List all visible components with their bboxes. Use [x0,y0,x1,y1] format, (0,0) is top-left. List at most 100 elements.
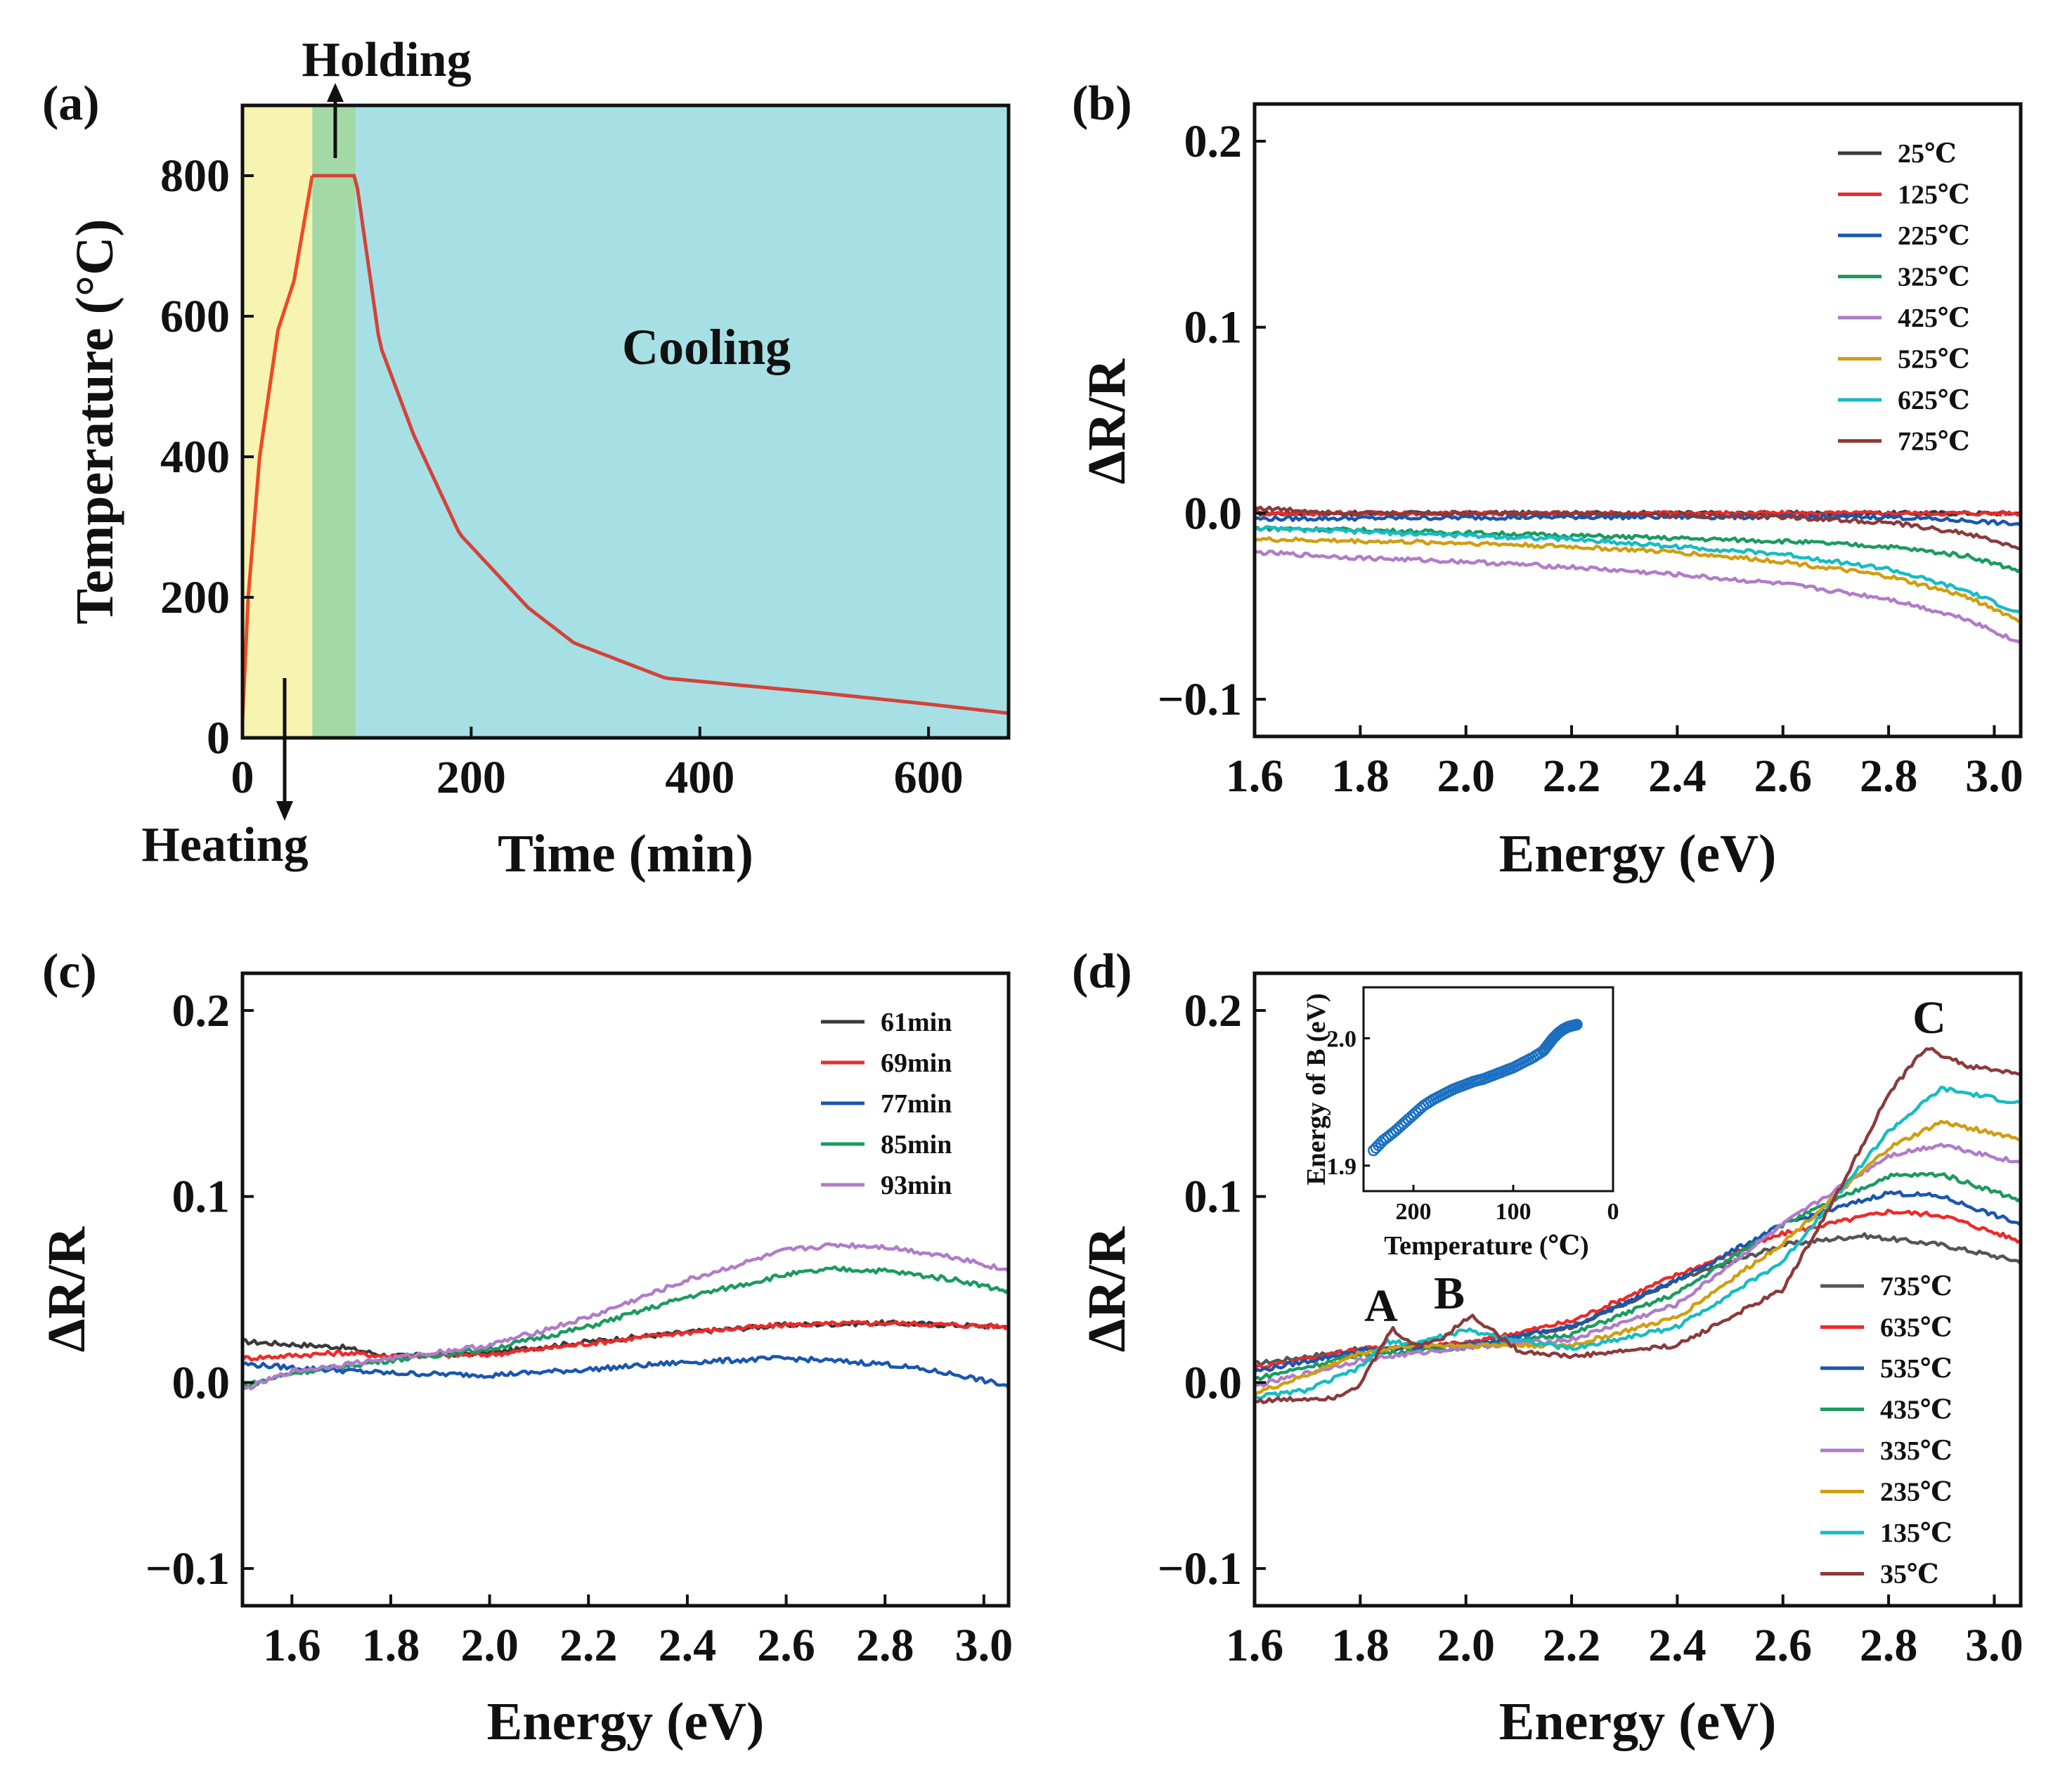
a-ytick-label: 200 [160,572,230,623]
d-xtick-label: 2.4 [1648,1620,1707,1671]
b-xtick-label: 3.0 [1965,751,2024,802]
c-xtick-label: 1.8 [362,1620,420,1671]
x-axis-label-c: Energy (eV) [487,1692,765,1751]
inset-point [1571,1018,1583,1031]
d-xtick-label: 3.0 [1965,1620,2024,1671]
b-xtick-label: 2.8 [1860,751,1918,802]
legend-c: 61min 69min 77min 85min 93min [821,1008,952,1200]
c-ytick-label: −0.1 [145,1543,230,1594]
b-legend-label: 625℃ [1898,386,1970,415]
inset-x-label: Temperature (℃) [1384,1231,1588,1261]
phase-regions [242,105,1009,738]
inset-ticks: 200 100 0 1.9 2.0 [1327,1027,1619,1226]
inset-y-label: Energy of B (eV) [1302,993,1331,1185]
c-xtick-label: 2.8 [856,1620,914,1671]
b-xtick-label: 2.2 [1543,751,1601,802]
b-ytick-label: −0.1 [1158,674,1242,725]
b-series-725℃ [1254,505,2021,551]
legend-d: 735℃ 635℃ 535℃ 435℃ 335℃ 235℃ 135℃ 35℃ [1820,1272,1953,1590]
c-ytick-label: 0.2 [172,985,231,1037]
c-legend-label: 93min [881,1171,952,1200]
b-legend-label: 225℃ [1898,221,1970,251]
a-xtick-label: 200 [436,752,506,803]
y-axis-label-b: ΔR/R [1077,358,1137,485]
a-xtick-label: 0 [231,752,254,803]
d-legend-label: 235℃ [1880,1478,1953,1507]
c-xtick-label: 2.2 [559,1620,618,1671]
inset-xtick-label: 200 [1396,1199,1432,1225]
d-legend-label: 135℃ [1880,1519,1953,1548]
plot-frame-b [1252,102,2023,739]
peak-label-a: A [1364,1280,1398,1332]
d-legend-label: 435℃ [1880,1396,1953,1425]
peak-label-b: B [1434,1268,1465,1319]
axis-ticks-b: 1.6 1.8 2.0 2.2 2.4 2.6 2.8 3.0 −0.1 0.0 0.1 0.2 [1158,116,2024,802]
c-series-93min [242,1242,1010,1391]
legend-b: 25℃ 125℃ 225℃ 325℃ 425℃ 525℃ 625℃ 725℃ [1838,139,1970,457]
b-legend-label: 425℃ [1898,304,1970,333]
b-series-625℃ [1254,525,2022,614]
x-axis-label-a: Time (min) [498,824,753,883]
d-legend-label: 735℃ [1880,1272,1953,1301]
b-legend-label: 125℃ [1898,181,1970,210]
c-series-85min [242,1265,1010,1389]
axis-ticks-c: 1.6 1.8 2.0 2.2 2.4 2.6 2.8 3.0 −0.1 0.0 0.1 0.2 [145,985,1013,1671]
panel-a: (a) 0 200 400 600 0 200 400 600 800 Temperature … [42,33,1011,883]
b-series-325℃ [1254,525,2022,573]
panel-c: (c) 1.6 1.8 2.0 2.2 2.4 2.6 2.8 3.0 −0.1 0.0 0.1 0.… [37,944,1013,1751]
panel-label-b: (b) [1072,77,1132,131]
heating-arrow-head [276,801,293,821]
d-legend-label: 335℃ [1880,1436,1953,1466]
b-xtick-label: 2.6 [1754,751,1812,802]
a-xtick-label: 600 [894,752,964,803]
b-xtick-label: 2.0 [1437,751,1495,802]
y-axis-label-c: ΔR/R [37,1226,96,1353]
temperature-curve [240,174,1009,721]
d-xtick-label: 2.8 [1860,1620,1918,1671]
c-xtick-label: 2.6 [757,1620,815,1671]
a-xtick-label: 400 [665,752,734,803]
a-ytick-label: 400 [160,431,230,483]
d-xtick-label: 2.6 [1754,1620,1812,1671]
a-ytick-label: 0 [207,713,230,764]
cooling-annotation: Cooling [622,319,791,375]
d-legend-label: 535℃ [1880,1354,1953,1384]
panel-label-c: (c) [42,944,97,999]
inset-points [1367,1018,1583,1157]
c-xtick-label: 2.4 [659,1620,717,1671]
spectra-b [1253,505,2022,645]
inset-background [1364,987,1613,1191]
axis-ticks-d: 1.6 1.8 2.0 2.2 2.4 2.6 2.8 3.0 −0.1 0.0 0.1 0.2 [1158,985,2024,1671]
plot-frame-a [240,103,1011,740]
inset-xtick-label: 100 [1496,1199,1532,1225]
b-xtick-label: 1.6 [1226,751,1284,802]
spectra-c [241,1242,1010,1391]
c-series-77min [241,1355,1010,1389]
c-xtick-label: 1.6 [263,1620,321,1671]
c-xtick-label: 2.0 [460,1620,519,1671]
axis-ticks-a: 0 200 400 600 0 200 400 600 800 [160,150,964,803]
c-ytick-label: 0.0 [172,1357,231,1408]
inset-xtick-label: 0 [1607,1199,1619,1225]
d-series-235℃ [1253,1119,2021,1397]
x-axis-label-d: Energy (eV) [1499,1692,1777,1751]
d-xtick-label: 2.0 [1437,1620,1495,1671]
a-ytick-label: 600 [160,291,230,342]
y-axis-label-a: Temperature (°C) [65,219,124,624]
inset-ytick-label: 1.9 [1327,1154,1357,1180]
panel-d: (d) 1.6 1.8 2.0 2.2 2.4 2.6 2.8 3.0 −0.1 0.0 0.1 0.… [1072,944,2024,1751]
panel-b: (b) 1.6 1.8 2.0 2.2 2.4 2.6 2.8 3.0 −0.1 0.0 0.1 0.… [1072,77,2024,883]
d-legend-label: 635℃ [1880,1313,1953,1343]
c-series-69min [241,1320,1010,1362]
d-xtick-label: 2.2 [1543,1620,1601,1671]
b-legend-label: 25℃ [1898,139,1957,169]
region-cooling [356,105,1009,738]
temperature-series-1 [240,175,314,721]
b-series-525℃ [1253,535,2022,624]
c-xtick-label: 3.0 [955,1620,1014,1671]
c-legend-label: 61min [881,1008,952,1037]
d-xtick-label: 1.8 [1331,1620,1390,1671]
c-ytick-label: 0.1 [172,1171,231,1223]
b-ytick-label: 0.1 [1184,302,1243,353]
